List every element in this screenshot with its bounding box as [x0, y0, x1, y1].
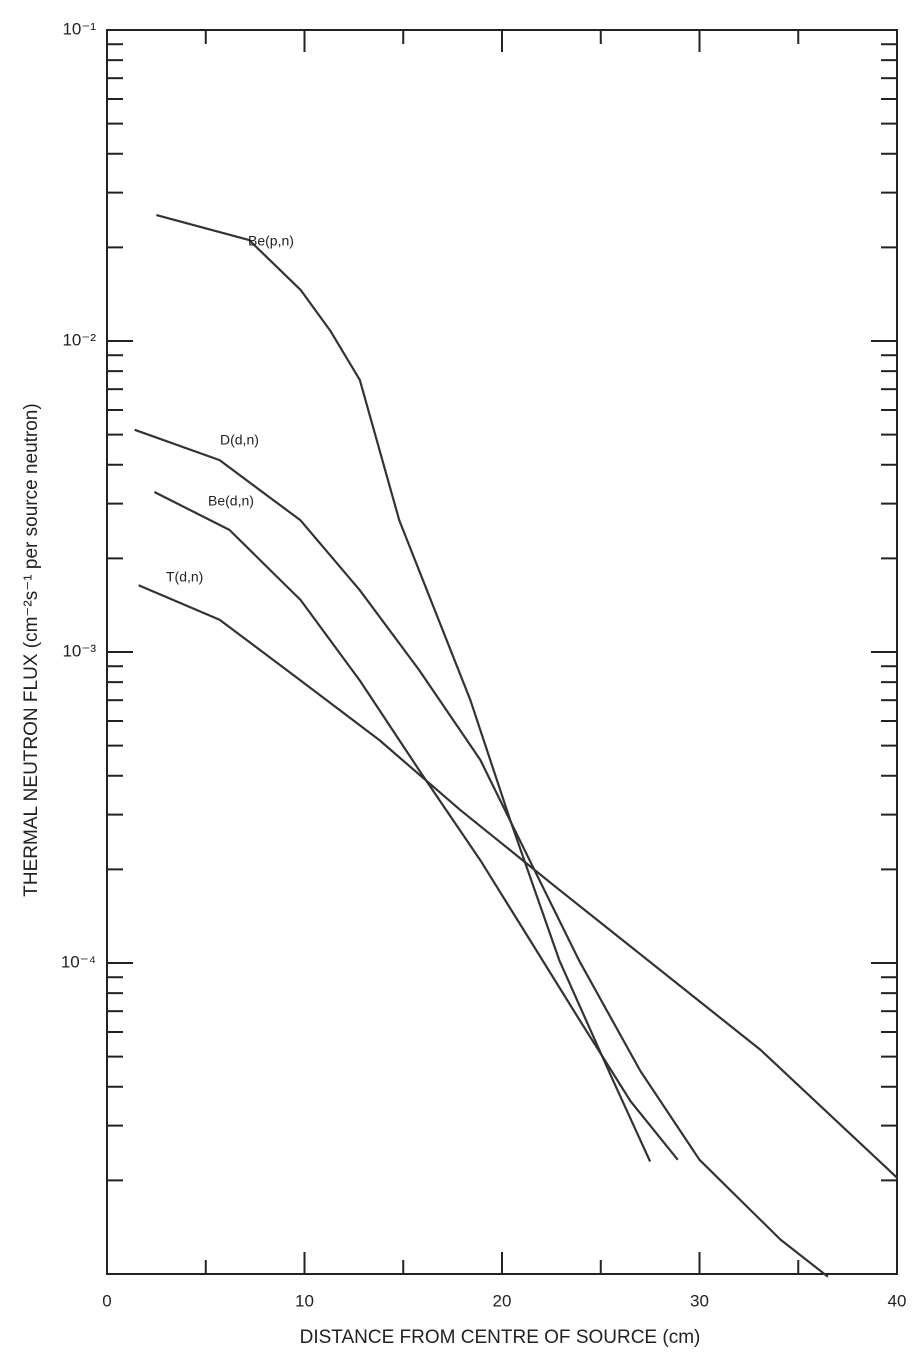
curve — [156, 215, 650, 1161]
y-tick-label: 10⁻⁴ — [61, 952, 96, 971]
x-axis-title: DISTANCE FROM CENTRE OF SOURCE (cm) — [300, 1327, 701, 1348]
curve-label: Be(p,n) — [248, 233, 294, 249]
page: DISTANCE FROM CENTRE OF SOURCE (cm) THER… — [0, 0, 916, 1354]
x-tick-label: 10 — [295, 1291, 314, 1310]
y-tick-label: 10⁻³ — [62, 641, 96, 660]
chart: DISTANCE FROM CENTRE OF SOURCE (cm) THER… — [0, 0, 916, 1354]
x-tick-label: 40 — [888, 1291, 907, 1310]
x-tick-label: 30 — [690, 1291, 709, 1310]
y-tick-label: 10⁻² — [62, 330, 96, 349]
y-axis-title: THERMAL NEUTRON FLUX (cm⁻²s⁻¹ per source… — [21, 403, 42, 896]
x-tick-label: 20 — [493, 1291, 512, 1310]
curve-label: D(d,n) — [220, 432, 259, 448]
y-tick-label: 10⁻¹ — [62, 19, 96, 38]
plot-frame — [107, 30, 897, 1274]
curve-label: Be(d,n) — [208, 493, 254, 509]
curve-label: T(d,n) — [166, 569, 203, 585]
curve — [139, 585, 897, 1177]
x-tick-label: 0 — [102, 1291, 111, 1310]
curve — [154, 492, 677, 1160]
curve — [135, 430, 828, 1277]
